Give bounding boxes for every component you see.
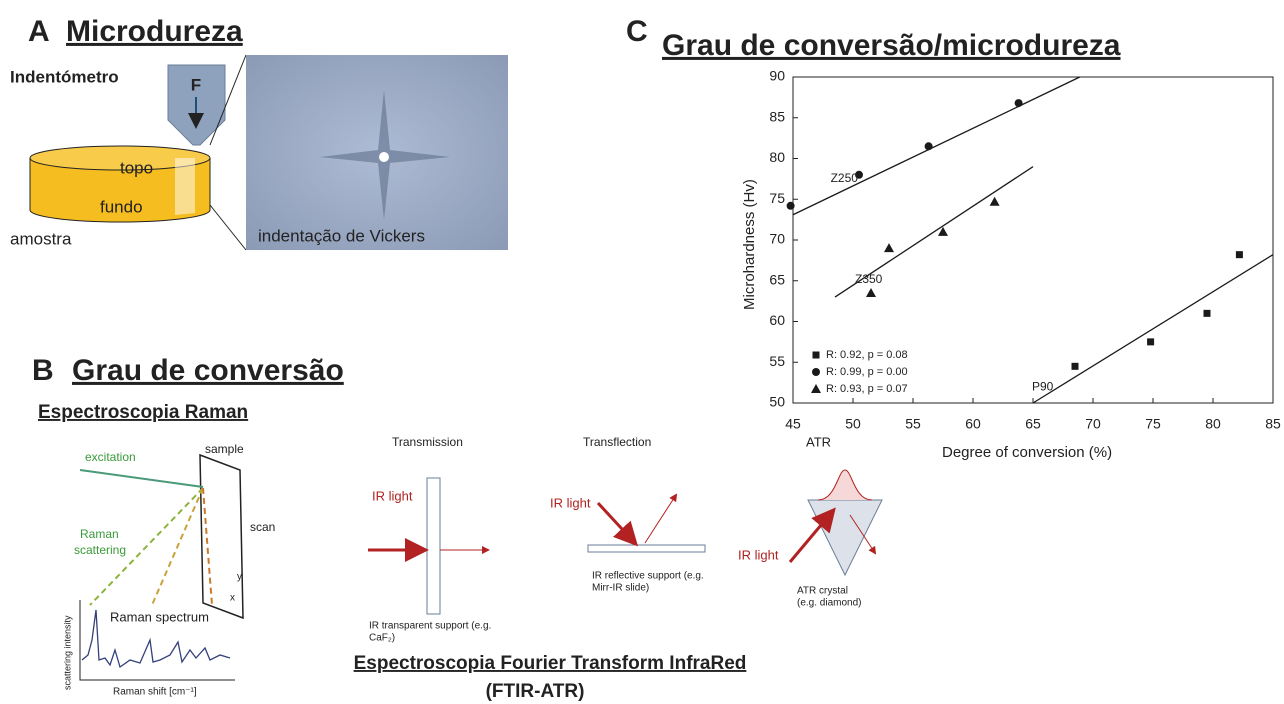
scatter-beam	[152, 488, 203, 605]
x-tick-label: 75	[1145, 416, 1161, 432]
label: Raman	[80, 527, 119, 541]
section-title: Espectroscopia Fourier Transform InfraRe…	[354, 653, 747, 674]
y-tick-label: 65	[769, 271, 785, 287]
photo-caption: indentação de Vickers	[258, 226, 425, 245]
point	[925, 142, 933, 150]
panel-letter: C	[626, 15, 648, 48]
label: ATR	[806, 434, 831, 449]
label: scan	[250, 520, 275, 534]
section-subtitle: (FTIR-ATR)	[486, 681, 585, 702]
fit-line	[1033, 255, 1273, 403]
label: CaF₂)	[369, 633, 395, 644]
label: Transflection	[583, 435, 651, 449]
x-tick-label: 45	[785, 416, 801, 432]
y-tick-label: 75	[769, 190, 785, 206]
point	[787, 202, 795, 210]
force-label: F	[191, 75, 201, 94]
x-tick-label: 55	[905, 416, 921, 432]
point	[1072, 363, 1079, 370]
point	[1204, 310, 1211, 317]
legend-marker	[813, 352, 820, 359]
series-label: P90	[1032, 379, 1054, 393]
point	[990, 197, 1000, 206]
label: excitation	[85, 450, 136, 464]
evanescent-wave	[818, 470, 872, 500]
series-label: Z350	[855, 272, 883, 286]
label: topo	[120, 158, 153, 177]
y-tick-label: 50	[769, 394, 785, 410]
axis-label: Raman shift [cm⁻¹]	[113, 687, 197, 698]
panel-title: Grau de conversão	[72, 354, 344, 387]
excitation-beam	[80, 470, 203, 487]
x-tick-label: 80	[1205, 416, 1221, 432]
ir-beam	[645, 495, 676, 543]
x-tick-label: 60	[965, 416, 981, 432]
y-tick-label: 80	[769, 149, 785, 165]
label: IR light	[372, 488, 413, 503]
label: IR light	[550, 495, 591, 510]
label: IR light	[738, 547, 779, 562]
panel-title: Microdureza	[66, 15, 243, 48]
axis-label: scattering intensity	[62, 615, 72, 690]
y-tick-label: 70	[769, 231, 785, 247]
legend-label: R: 0.92, p = 0.08	[826, 349, 908, 361]
y-tick-label: 60	[769, 312, 785, 328]
panel-letter: A	[28, 15, 50, 48]
panel-letter: B	[32, 354, 54, 387]
label: (e.g. diamond)	[797, 598, 861, 609]
y-tick-label: 90	[769, 68, 785, 84]
figure: A Microdureza Indentómetro F topo fundo …	[0, 0, 1284, 704]
label: ATR crystal	[797, 586, 848, 597]
x-tick-label: 50	[845, 416, 861, 432]
legend-marker	[812, 368, 820, 376]
point	[1236, 251, 1243, 258]
label: sample	[205, 442, 244, 456]
point	[1147, 338, 1154, 345]
support	[427, 478, 440, 614]
zoom-line	[210, 205, 246, 250]
point	[866, 288, 876, 297]
label: x	[230, 593, 235, 604]
legend-label: R: 0.99, p = 0.00	[826, 366, 908, 378]
point	[884, 243, 894, 252]
x-tick-label: 65	[1025, 416, 1041, 432]
label: IR transparent support (e.g.	[369, 621, 491, 632]
fit-line	[793, 77, 1080, 215]
x-tick-label: 85	[1265, 416, 1281, 432]
y-tick-label: 85	[769, 108, 785, 124]
section-title: Espectroscopia Raman	[38, 402, 248, 423]
sample-plane	[200, 455, 243, 618]
y-tick-label: 55	[769, 353, 785, 369]
legend-marker	[811, 384, 821, 393]
label: scattering	[74, 543, 126, 557]
point	[1015, 99, 1023, 107]
atr-crystal	[808, 500, 882, 575]
support	[588, 545, 705, 552]
label: Raman spectrum	[110, 609, 209, 624]
label: Indentómetro	[10, 67, 119, 86]
legend-label: R: 0.93, p = 0.07	[826, 383, 908, 395]
label: y	[237, 572, 242, 583]
y-axis-label: Microhardness (Hv)	[741, 179, 758, 310]
ir-beam	[598, 503, 634, 542]
label: amostra	[10, 229, 72, 248]
vickers-center	[379, 152, 389, 162]
x-tick-label: 70	[1085, 416, 1101, 432]
label: Transmission	[392, 435, 463, 449]
label: IR reflective support (e.g.	[592, 571, 704, 582]
chart-title: Grau de conversão/microdureza	[662, 29, 1121, 62]
label: Mirr-IR slide)	[592, 583, 649, 594]
x-axis-label: Degree of conversion (%)	[942, 444, 1112, 461]
label: fundo	[100, 197, 143, 216]
series-label: Z250	[831, 171, 859, 185]
